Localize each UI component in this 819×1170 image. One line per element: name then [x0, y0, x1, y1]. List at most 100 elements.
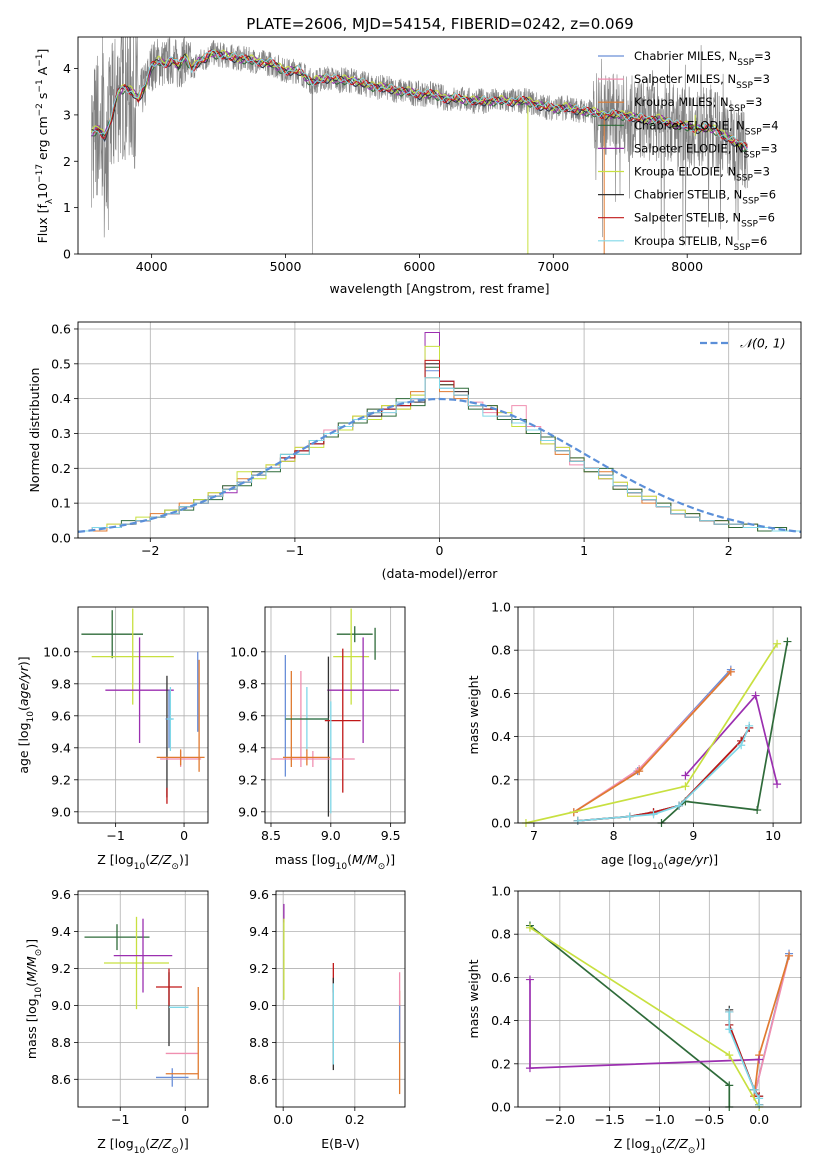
massweight-marker: [773, 780, 782, 789]
massweight-marker: [737, 741, 746, 750]
spectrum-model-line: [91, 50, 748, 147]
legend-label: Salpeter STELIB, NSSP=6: [634, 211, 775, 230]
massweight-marker: [785, 951, 794, 960]
y-tick-label: 9.2: [238, 772, 258, 787]
legend-label-part: =6: [758, 211, 775, 225]
massweight-marker: [681, 771, 690, 780]
x-tick-label: −2.0: [545, 1112, 575, 1127]
legend-label-part: Salpeter ELODIE, N: [634, 141, 744, 155]
mass-vs-Z-ylabel-part: M/M: [24, 956, 39, 982]
x-tick-label: −2: [141, 543, 159, 558]
massweight-marker: [726, 667, 735, 676]
y-tick-label: 0.1: [51, 496, 71, 511]
x-tick-label: −0.5: [694, 1112, 724, 1127]
age-vs-mass-xlabel-part: (: [347, 852, 352, 867]
massweight-marker: [725, 1051, 734, 1060]
massweight-marker: [635, 767, 644, 776]
massweight-vs-Z-xlabel-part: (: [662, 1136, 667, 1151]
massweight-marker: [625, 812, 634, 821]
axes-mass_vs_EBV: 0.0 0.2 8.6 8.8 9.0 9.2 9.4 9.6: [249, 887, 405, 1127]
massweight-line: [753, 955, 790, 1097]
y-tick-label: 8.6: [51, 1072, 71, 1087]
spectrum-ylabel-part: ]: [35, 49, 50, 54]
massweight-vs-Z-xlabel-part: Z [log: [614, 1136, 650, 1151]
y-tick-label: 0.2: [51, 461, 71, 476]
spectrum-ylabel-part: Flux [f: [35, 204, 50, 244]
x-tick-label: 2: [725, 543, 733, 558]
legend-label-part: SSP: [737, 58, 754, 68]
age-vs-Z-xlabel-part: 10: [134, 862, 146, 872]
x-tick-label: 4000: [136, 259, 168, 274]
x-tick-label: −1.5: [594, 1112, 624, 1127]
legend-label-part: Salpeter MILES, N: [634, 72, 736, 86]
residuals-xlabel: (data-model)/error: [382, 566, 499, 581]
x-tick-label: 9: [689, 828, 697, 843]
y-tick-label: 0.0: [51, 531, 71, 546]
massweight-vs-age-xlabel-part: 10: [652, 862, 664, 872]
massweight-vs-Z-xlabel-part: 10: [650, 1146, 662, 1156]
age-vs-Z-xlabel-part: ⊙: [171, 862, 179, 872]
mass-vs-Z-xlabel-part: Z [log: [97, 1136, 133, 1151]
legend-label-part: =3: [753, 72, 770, 86]
x-tick-label: 1: [580, 543, 588, 558]
mass-vs-Z-xlabel-part: Z/Z: [149, 1136, 172, 1151]
y-tick-label: 9.0: [51, 998, 71, 1013]
x-tick-label: 0.0: [273, 1112, 293, 1127]
massweight-ylabel: mass weight: [466, 675, 481, 754]
legend-label-part: SSP: [744, 150, 761, 160]
massweight-marker: [755, 1100, 764, 1109]
histogram-step-line: [78, 377, 801, 532]
y-tick-label: 1: [63, 200, 71, 215]
x-tick-label: −1: [111, 1112, 129, 1127]
legend-label-part: SSP: [734, 243, 751, 253]
age-vs-Z-xlabel: Z [log10(Z/Z⊙)]: [97, 852, 188, 872]
x-tick-label: 0: [181, 1112, 189, 1127]
legend-label-part: Chabrier STELIB, N: [634, 188, 742, 202]
mass-vs-Z-ylabel-part: 10: [34, 987, 44, 999]
y-tick-label: 0.5: [51, 356, 71, 371]
y-tick-label: 1.0: [491, 600, 511, 615]
legend-label: Kroupa MILES, NSSP=3: [634, 95, 762, 114]
massweight-marker: [525, 1064, 534, 1073]
mass-vs-Z-ylabel-part: (: [24, 982, 39, 987]
x-tick-label: 0.2: [345, 1112, 365, 1127]
x-tick-label: 7000: [537, 259, 569, 274]
x-tick-label: 0: [436, 543, 444, 558]
legend-label-part: Kroupa ELODIE, N: [634, 165, 736, 179]
legend-label-part: Kroupa STELIB, N: [634, 234, 734, 248]
y-tick-label: 8.6: [249, 1072, 269, 1087]
y-tick-label: 9.2: [249, 961, 269, 976]
massweight-marker: [573, 816, 582, 825]
y-tick-label: 0.4: [491, 729, 511, 744]
x-tick-label: 8000: [671, 259, 703, 274]
y-tick-label: 9.6: [238, 708, 258, 723]
y-tick-label: 10.0: [230, 644, 258, 659]
y-tick-label: 8.8: [249, 1035, 269, 1050]
x-tick-label: 9.5: [381, 828, 401, 843]
y-tick-label: 0.2: [491, 772, 511, 787]
legend-label-part: =3: [745, 95, 762, 109]
x-tick-label: 5000: [270, 259, 302, 274]
y-tick-label: 1.0: [491, 884, 511, 899]
massweight-marker: [681, 782, 690, 791]
y-tick-label: 4: [63, 61, 71, 76]
age-vs-Z-ylabel-part: )]: [16, 656, 31, 666]
legend-label-part: SSP: [736, 81, 753, 91]
massweight-marker: [675, 801, 684, 810]
normal-curve-line: [77, 397, 802, 533]
y-tick-label: 9.8: [51, 676, 71, 691]
y-tick-label: 2: [63, 154, 71, 169]
massweight-marker: [725, 1007, 734, 1016]
age-vs-mass-xlabel-part: ⊙: [378, 862, 386, 872]
massweight-vs-Z-xlabel-part: ⊙: [688, 1146, 696, 1156]
massweight-vs-Z-xlabel-part: Z/Z: [666, 1136, 689, 1151]
massweight-vs-age-xlabel: age [log10(age/yr)]: [601, 852, 718, 872]
x-tick-label: 8: [610, 828, 618, 843]
massweight-vs-age-xlabel-part: age [log: [601, 852, 652, 867]
spectrum-ylabel-part: λ: [45, 198, 55, 204]
massweight-vs-Z-xlabel: Z [log10(Z/Z⊙)]: [614, 1136, 705, 1156]
massweight-marker: [783, 637, 792, 646]
legend-label-part: Chabrier ELODIE, N: [634, 118, 745, 132]
mass-vs-ebv-xlabel: E(B-V): [321, 1136, 360, 1151]
